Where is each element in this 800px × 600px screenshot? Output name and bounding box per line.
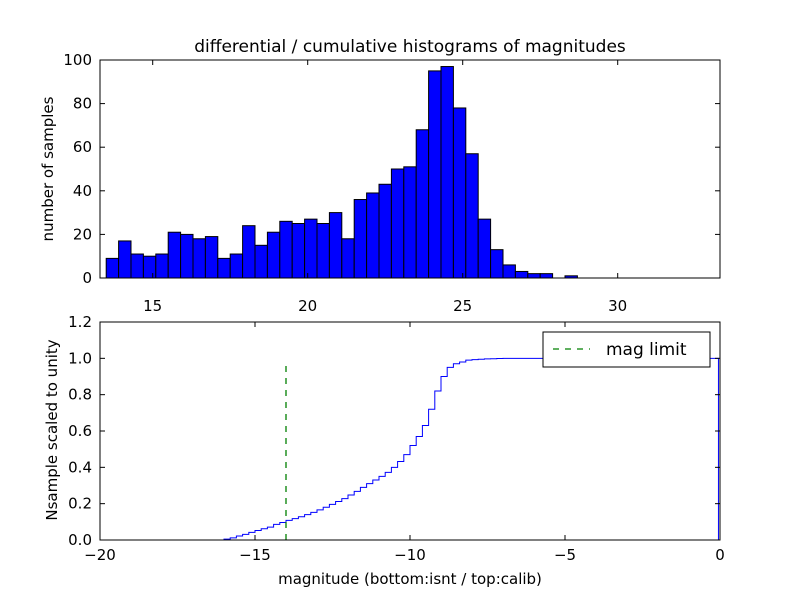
y-tick-label: 40 — [73, 182, 92, 200]
histogram-bar — [527, 273, 541, 279]
histogram-bar — [155, 253, 169, 279]
histogram-bar — [130, 253, 144, 279]
y-tick-label: 1.0 — [68, 349, 92, 367]
histogram-bar — [192, 238, 206, 279]
histogram-bar — [242, 225, 256, 279]
top-histogram-chart: differential / cumulative histograms of … — [39, 37, 721, 315]
histogram-bar — [390, 168, 405, 279]
top-chart-title: differential / cumulative histograms of … — [194, 37, 626, 57]
x-tick-label: −5 — [554, 546, 576, 564]
histogram-bar — [403, 166, 417, 279]
histogram-bar — [279, 220, 293, 279]
bottom-cumulative-chart: Nsample scaled to unity magnitude (botto… — [43, 313, 725, 588]
x-tick-label: 20 — [298, 297, 317, 315]
top-chart-ylabel: number of samples — [39, 96, 57, 241]
histogram-bar — [266, 231, 281, 279]
x-tick-label: −20 — [84, 546, 116, 564]
histogram-bar — [428, 70, 442, 279]
histogram-bar — [353, 199, 368, 279]
histogram-bar — [477, 218, 492, 279]
cumulative-step-line — [100, 357, 719, 541]
y-tick-label: 60 — [73, 138, 92, 156]
y-tick-label: 1.2 — [68, 313, 92, 331]
histogram-bar — [229, 253, 244, 279]
histogram-bar — [539, 273, 554, 279]
y-tick-label: 0 — [82, 269, 92, 287]
y-tick-label: 0.4 — [68, 458, 92, 476]
y-tick-label: 20 — [73, 225, 92, 243]
legend-mag-limit-label: mag limit — [606, 340, 687, 360]
histogram-bar — [341, 238, 355, 279]
bottom-x-ticks: −20 −15 −10 −5 0 — [84, 322, 725, 564]
x-tick-label: −10 — [394, 546, 426, 564]
x-tick-label: 30 — [608, 297, 627, 315]
histogram-bar — [118, 240, 132, 279]
histogram-bar — [415, 129, 430, 279]
top-bars-group — [105, 66, 578, 279]
histogram-bar — [167, 231, 182, 279]
histogram-bar — [254, 244, 268, 279]
histogram-bar — [452, 107, 467, 279]
y-tick-label: 0.8 — [68, 386, 92, 404]
top-x-ticks: 15 20 25 30 — [143, 60, 627, 315]
bottom-chart-xlabel: magnitude (bottom:isnt / top:calib) — [278, 570, 542, 588]
histogram-bar — [465, 153, 479, 279]
histogram-bar — [316, 223, 330, 279]
y-tick-label: 100 — [63, 51, 92, 69]
histogram-bar — [366, 192, 380, 279]
histogram-bar — [440, 66, 454, 279]
x-tick-label: 0 — [715, 546, 725, 564]
bottom-plot-frame — [99, 321, 721, 541]
histogram-bar — [217, 257, 231, 279]
histogram-bar — [490, 249, 504, 279]
y-tick-label: 80 — [73, 95, 92, 113]
legend: mag limit — [542, 331, 711, 368]
histogram-bar — [502, 264, 516, 279]
histogram-bar — [142, 255, 157, 279]
y-tick-label: 0.0 — [68, 531, 92, 549]
bottom-lines-group — [100, 357, 719, 541]
histogram-bar — [204, 236, 219, 279]
x-tick-label: 25 — [453, 297, 472, 315]
y-tick-label: 0.6 — [68, 422, 92, 440]
y-tick-label: 0.2 — [68, 495, 92, 513]
histogram-bar — [514, 270, 529, 279]
histogram-bar — [304, 218, 318, 279]
top-y-ticks: 0 20 40 60 80 100 — [63, 51, 720, 287]
histogram-bar — [105, 257, 120, 279]
bottom-y-ticks: 0.0 0.2 0.4 0.6 0.8 1.0 1.2 — [68, 313, 720, 549]
histogram-bar — [180, 233, 194, 279]
histogram-bar — [378, 183, 392, 279]
histogram-bar — [291, 223, 306, 279]
top-plot-frame — [99, 59, 721, 279]
x-tick-label: −15 — [239, 546, 271, 564]
x-tick-label: 15 — [143, 297, 162, 315]
histogram-bar — [328, 212, 343, 279]
bottom-chart-ylabel: Nsample scaled to unity — [43, 339, 61, 520]
